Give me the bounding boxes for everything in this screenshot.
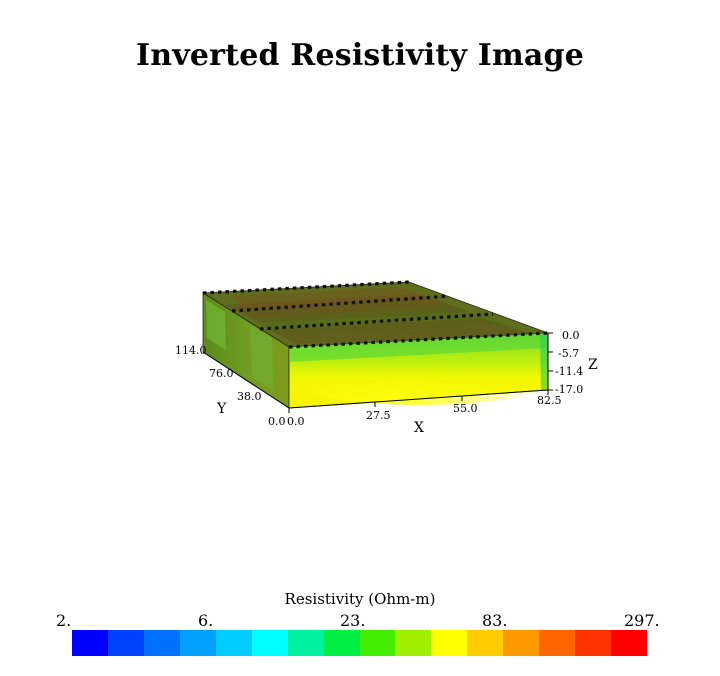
x-tick-label: 27.5 [366,409,391,422]
colorbar-swatch [575,630,612,656]
colorbar-title: Resistivity (Ohm-m) [284,590,436,608]
colorbar-swatch [431,630,468,656]
colorbar-tick-label: 23. [340,611,366,630]
colorbar [72,630,647,656]
colorbar-swatch [251,630,288,656]
x-tick-label: 0.0 [287,415,305,428]
colorbar-swatch [215,630,252,656]
colorbar-swatch [503,630,540,656]
y-tick-label: 114.0 [175,344,207,357]
colorbar-tick-label: 297. [624,611,660,630]
z-tick-label: -11.4 [555,365,583,378]
colorbar-swatch [72,630,108,656]
colorbar-swatch [539,630,576,656]
y-axis-line [202,351,290,409]
x-axis-line [288,389,549,409]
resistivity-3d-block: 0.0 27.5 55.0 82.5 X 0.0 38.0 76.0 114.0… [175,280,598,436]
y-tick-label: 0.0 [268,415,286,428]
x-axis-label: X [414,420,424,436]
z-tick-label: -17.0 [555,383,583,396]
colorbar-swatch [179,630,216,656]
z-axis-label: Z [588,357,598,373]
x-tick-label: 55.0 [453,402,478,415]
colorbar-swatch [323,630,360,656]
colorbar-swatch [143,630,180,656]
chart-title: Inverted Resistivity Image [135,38,585,73]
colorbar-swatch [107,630,144,656]
x-tick-label: 82.5 [537,394,562,407]
colorbar-swatch [611,630,647,656]
colorbar-tick-label: 83. [482,611,508,630]
y-tick-label: 38.0 [237,390,262,403]
colorbar-swatch [359,630,396,656]
colorbar-swatch [287,630,324,656]
electrode-lines [202,280,549,349]
colorbar-tick-label: 6. [198,611,214,630]
colorbar-swatch [467,630,504,656]
z-tick-label: -5.7 [558,347,579,360]
y-axis-label: Y [216,401,227,417]
z-tick-label: 0.0 [562,329,580,342]
colorbar-tick-label: 2. [56,611,72,630]
colorbar-swatch [395,630,432,656]
y-tick-label: 76.0 [209,367,234,380]
